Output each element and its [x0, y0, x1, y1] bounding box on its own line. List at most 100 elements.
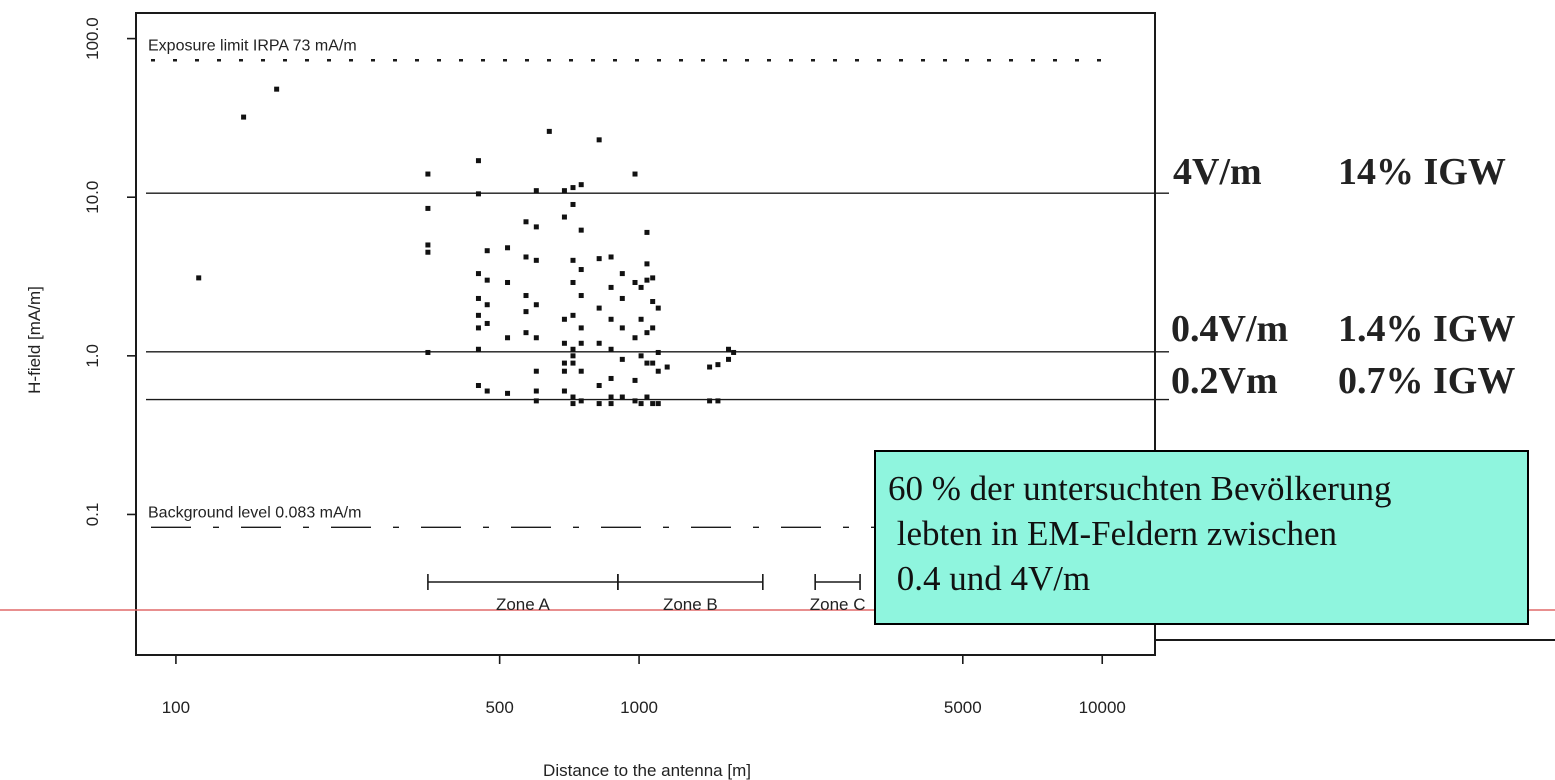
data-point-26: [523, 254, 529, 260]
data-point-94: [644, 330, 650, 336]
data-point-1: [241, 114, 247, 120]
data-point-50: [570, 312, 576, 318]
data-point-51: [570, 346, 576, 352]
reference-label-0: Exposure limit IRPA 73 mA/m: [148, 37, 357, 54]
y-axis-label: H-field [mA/m]: [25, 286, 44, 394]
zone-label-0: Zone A: [496, 595, 551, 614]
data-point-64: [596, 137, 602, 143]
x-tick-label-3: 5000: [944, 698, 982, 717]
data-point-20: [484, 388, 490, 394]
data-point-30: [533, 188, 539, 194]
data-point-42: [561, 340, 567, 346]
data-point-23: [505, 335, 511, 341]
x-axis-label: Distance to the antenna [m]: [543, 761, 751, 780]
data-point-73: [608, 346, 614, 352]
reference-label-4: Background level 0.083 mA/m: [148, 504, 361, 521]
data-point-31: [533, 224, 539, 230]
data-point-87: [638, 284, 644, 290]
data-point-67: [596, 340, 602, 346]
data-point-19: [484, 320, 490, 326]
data-point-45: [561, 388, 567, 394]
y-tick-label-0: 0.1: [83, 503, 102, 527]
data-point-56: [578, 182, 584, 188]
percent-label-14: 14% IGW: [1338, 151, 1506, 193]
data-point-49: [570, 279, 576, 285]
data-point-78: [619, 295, 625, 301]
data-point-11: [475, 295, 481, 301]
data-point-74: [608, 375, 614, 381]
data-point-76: [608, 401, 614, 407]
data-point-63: [578, 398, 584, 404]
data-point-82: [632, 171, 638, 177]
data-point-111: [726, 346, 732, 352]
data-point-66: [596, 305, 602, 311]
data-point-98: [650, 299, 656, 305]
data-point-93: [644, 277, 650, 283]
data-point-104: [655, 368, 661, 374]
data-point-40: [561, 214, 567, 220]
data-point-2: [274, 86, 280, 92]
data-point-41: [561, 316, 567, 322]
data-point-71: [608, 284, 614, 290]
data-point-80: [619, 356, 625, 362]
data-point-81: [619, 394, 625, 400]
data-point-18: [484, 302, 490, 308]
data-point-37: [533, 398, 539, 404]
data-point-34: [533, 335, 539, 341]
data-point-85: [632, 377, 638, 383]
percent-label-1-4: 1.4% IGW: [1338, 308, 1516, 350]
data-point-62: [578, 368, 584, 374]
data-point-48: [570, 257, 576, 263]
data-point-9: [475, 191, 481, 197]
data-point-57: [578, 227, 584, 233]
data-point-108: [707, 398, 713, 404]
data-point-21: [505, 245, 511, 251]
data-point-61: [578, 340, 584, 346]
plot-border: [135, 12, 1156, 656]
x-tick-label-1: 500: [485, 698, 513, 717]
data-point-102: [655, 305, 661, 311]
data-points: [196, 86, 737, 407]
axes: Distance to the antenna [m] H-field [mA/…: [25, 17, 1126, 780]
data-point-32: [533, 257, 539, 263]
data-point-99: [650, 325, 656, 331]
data-point-5: [425, 242, 431, 248]
data-point-96: [644, 394, 650, 400]
data-point-13: [475, 325, 481, 331]
data-point-103: [655, 349, 661, 355]
data-point-70: [608, 254, 614, 260]
data-point-46: [570, 185, 576, 191]
data-point-101: [650, 401, 656, 407]
annotation-box: 60 % der untersuchten Bevölkerung lebten…: [874, 450, 1529, 625]
data-point-95: [644, 360, 650, 366]
data-point-0: [196, 275, 202, 281]
data-point-106: [664, 364, 670, 370]
data-point-35: [533, 368, 539, 374]
data-point-8: [475, 158, 481, 164]
x-tick-label-4: 10000: [1079, 698, 1126, 717]
percent-label-0-7: 0.7% IGW: [1338, 360, 1516, 402]
data-point-38: [546, 128, 552, 134]
data-point-105: [655, 401, 661, 407]
data-point-88: [638, 316, 644, 322]
data-point-107: [707, 364, 713, 370]
data-point-90: [638, 401, 644, 407]
y-tick-label-2: 10.0: [83, 181, 102, 214]
data-point-43: [561, 360, 567, 366]
data-point-52: [570, 353, 576, 359]
data-point-14: [475, 346, 481, 352]
data-point-89: [638, 353, 644, 359]
field-label-02vm: 0.2Vm: [1171, 360, 1278, 402]
data-point-86: [632, 398, 638, 404]
y-tick-label-1: 1.0: [83, 344, 102, 368]
data-point-28: [523, 309, 529, 315]
data-point-17: [484, 277, 490, 283]
data-point-33: [533, 302, 539, 308]
data-point-3: [425, 171, 431, 177]
x-tick-label-0: 100: [162, 698, 190, 717]
data-point-72: [608, 316, 614, 322]
y-tick-label-3: 100.0: [83, 17, 102, 60]
data-point-22: [505, 279, 511, 285]
data-point-65: [596, 256, 602, 262]
